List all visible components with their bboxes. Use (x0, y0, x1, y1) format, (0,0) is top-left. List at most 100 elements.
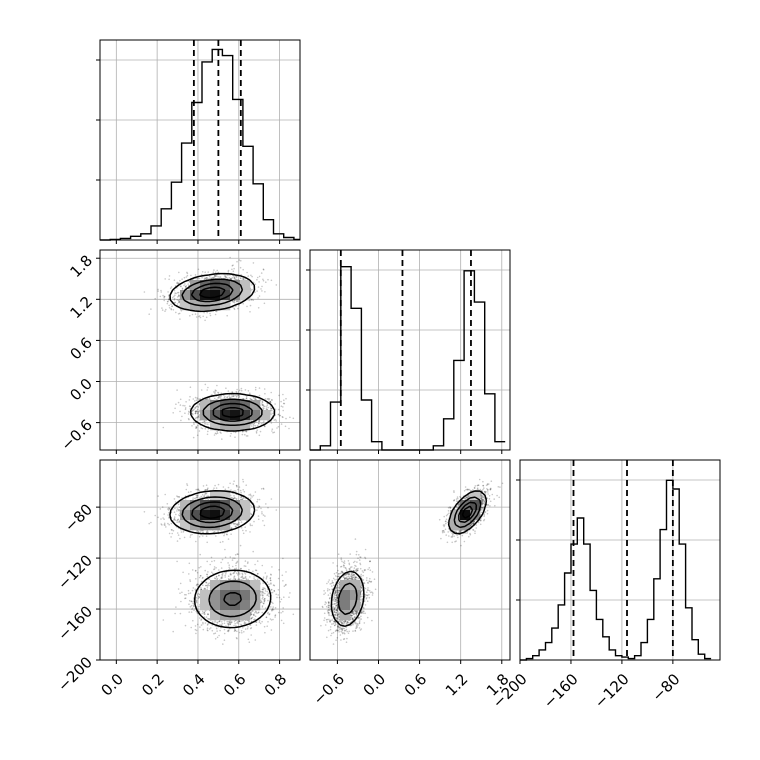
sample-point (217, 530, 219, 532)
sample-point (173, 295, 175, 298)
sample-point (197, 268, 200, 271)
sample-point (249, 311, 251, 313)
sample-point (223, 397, 226, 399)
sample-point (206, 398, 209, 401)
sample-point (197, 531, 200, 533)
sample-point (211, 277, 214, 279)
sample-point (266, 404, 269, 407)
sample-point (182, 404, 184, 407)
sample-point (245, 397, 248, 400)
sample-point (238, 523, 240, 525)
sample-point (224, 275, 227, 278)
sample-point (169, 287, 172, 290)
sample-point (143, 511, 146, 513)
sample-point (197, 412, 199, 415)
sample-point (197, 424, 199, 427)
sample-point (249, 524, 252, 527)
sample-point (181, 278, 183, 281)
sample-point (179, 279, 181, 282)
sample-point (234, 523, 237, 525)
sample-point (214, 275, 216, 277)
sample-point (258, 295, 261, 297)
sample-point (213, 269, 215, 271)
sample-point (206, 389, 208, 391)
sample-point (215, 310, 217, 313)
sample-point (240, 277, 242, 279)
sample-point (193, 497, 196, 500)
sample-point (282, 409, 285, 412)
sample-point (233, 496, 236, 499)
sample-point (230, 527, 232, 529)
sample-point (274, 403, 276, 405)
sample-point (214, 391, 216, 393)
sample-point (172, 309, 175, 311)
sample-point (178, 520, 180, 523)
sample-point (264, 392, 266, 395)
sample-point (263, 407, 265, 410)
sample-point (242, 489, 244, 491)
sample-point (167, 522, 169, 525)
sample-point (197, 406, 200, 408)
sample-point (229, 278, 232, 280)
sample-point (256, 290, 258, 292)
sample-point (216, 269, 218, 272)
sample-point (250, 494, 252, 497)
sample-point (167, 514, 169, 516)
sample-point (186, 272, 189, 275)
sample-point (251, 524, 253, 527)
sample-point (159, 295, 162, 298)
sample-point (174, 294, 176, 297)
sample-point (194, 412, 197, 415)
sample-point (206, 530, 208, 533)
sample-point (181, 288, 184, 290)
sample-point (261, 511, 263, 513)
sample-point (207, 277, 209, 280)
sample-point (179, 410, 181, 413)
sample-point (176, 389, 178, 391)
sample-point (207, 495, 209, 497)
sample-point (170, 307, 172, 310)
sample-point (243, 278, 245, 281)
sample-point (167, 300, 169, 303)
sample-point (277, 413, 280, 416)
sample-point (254, 424, 257, 427)
sample-point (214, 274, 217, 277)
sample-point (249, 523, 251, 525)
sample-point (226, 533, 228, 535)
sample-point (226, 533, 228, 536)
sample-point (225, 276, 227, 278)
sample-point (205, 492, 208, 495)
sample-point (174, 519, 177, 521)
sample-point (202, 421, 204, 424)
sample-point (214, 275, 217, 278)
sample-point (168, 299, 170, 301)
sample-point (240, 491, 242, 494)
sample-point (175, 311, 177, 314)
sample-point (250, 617, 253, 620)
sample-point (168, 304, 170, 307)
sample-point (261, 290, 263, 292)
sample-point (186, 274, 189, 277)
sample-point (202, 535, 204, 537)
sample-point (170, 286, 173, 288)
sample-point (235, 305, 237, 308)
sample-point (231, 527, 233, 529)
sample-point (194, 396, 197, 399)
sample-point (203, 278, 206, 280)
sample-point (161, 506, 164, 508)
sample-point (245, 484, 247, 487)
sample-point (176, 519, 178, 522)
sample-point (227, 271, 229, 273)
sample-point (240, 496, 242, 499)
sample-point (235, 300, 238, 303)
sample-point (246, 305, 248, 308)
sample-point (240, 496, 243, 498)
sample-point (272, 431, 274, 434)
sample-point (180, 285, 182, 288)
sample-point (197, 488, 200, 491)
sample-point (185, 285, 188, 287)
sample-point (217, 483, 220, 486)
sample-point (263, 388, 266, 390)
sample-point (258, 434, 261, 437)
sample-point (178, 508, 180, 511)
